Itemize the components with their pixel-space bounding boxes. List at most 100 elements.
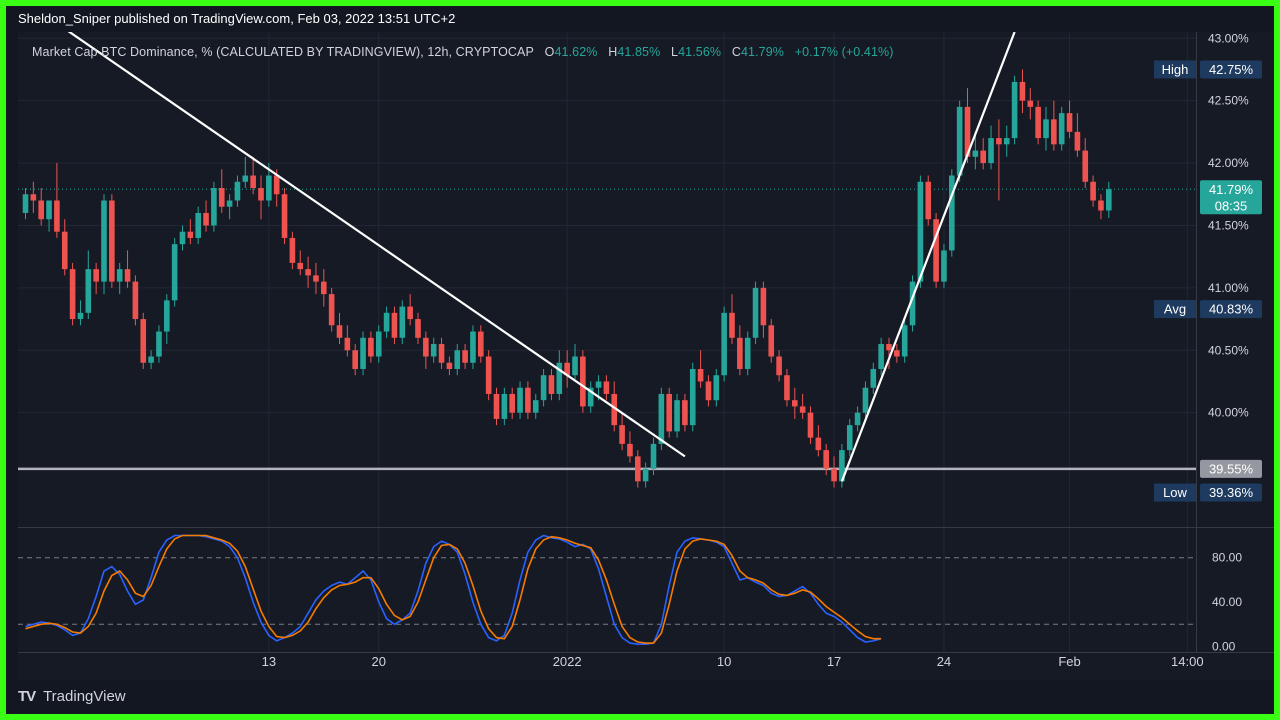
candle-body [22, 194, 29, 213]
candle-body [430, 344, 437, 357]
avg-label-value: 40.83% [1209, 302, 1254, 317]
candle [305, 256, 311, 288]
candle-body [1066, 113, 1073, 132]
candle-body [635, 456, 641, 482]
publisher-line: Sheldon_Sniper published on TradingView.… [18, 11, 456, 26]
candle-body [642, 468, 649, 482]
candle-body [901, 325, 908, 357]
candle-body [697, 368, 704, 382]
low-label-name-bg [1154, 483, 1196, 502]
candle-body [124, 269, 131, 282]
price-tick-label: 40.50% [1208, 343, 1249, 357]
brand-name: TradingView [43, 688, 126, 705]
candle [446, 356, 453, 376]
stoch-d-line [25, 534, 882, 644]
time-tick-label: Feb [1058, 654, 1080, 669]
candle [587, 381, 594, 413]
candle-body [69, 269, 76, 320]
high-label-value-bg [1200, 60, 1262, 79]
last-price-label-value: 41.79% [1209, 182, 1254, 197]
candle-body [46, 200, 52, 220]
candle-body [61, 231, 68, 270]
candle-body [776, 356, 782, 376]
candle-body [470, 331, 476, 363]
candle [941, 244, 947, 288]
candle [1011, 75, 1018, 145]
candle-body [218, 188, 225, 207]
candle [909, 275, 916, 332]
candle-body [917, 181, 924, 282]
candle [281, 188, 288, 245]
candle-body [211, 188, 217, 226]
candle-body [179, 231, 186, 245]
candle-body [493, 393, 500, 419]
time-tick-label: 10 [717, 654, 731, 669]
low-label: Low 39.36% [1154, 483, 1262, 502]
candle [101, 194, 107, 295]
candle [548, 368, 555, 401]
candle [737, 325, 743, 376]
footer-brand[interactable]: TV TradingView [18, 682, 126, 712]
candle [556, 350, 563, 401]
candle-body [807, 412, 814, 438]
candle-body [313, 275, 319, 282]
candle [807, 406, 814, 444]
candle-body [862, 387, 869, 413]
candle-body [375, 331, 382, 357]
candle-body [540, 375, 547, 401]
candle [603, 375, 610, 401]
candle [619, 412, 625, 451]
candle [313, 262, 319, 295]
candle-body [1074, 131, 1081, 151]
candle-body [242, 175, 249, 182]
candle-body [360, 337, 366, 369]
candle [564, 350, 570, 388]
candle [972, 131, 979, 170]
candle [980, 138, 986, 170]
stoch-k-line [25, 534, 882, 646]
candle [956, 100, 963, 182]
candle-body [580, 356, 586, 407]
candle [61, 219, 68, 276]
candle [799, 393, 806, 419]
candle-body [93, 269, 99, 282]
candle [964, 88, 971, 164]
candle [399, 300, 406, 345]
candle [1106, 181, 1112, 218]
candle-body [148, 356, 154, 363]
candle [30, 181, 37, 213]
candle-body [336, 325, 343, 338]
candle [171, 237, 178, 307]
legend-open-label: O [544, 45, 555, 59]
price-chart-svg[interactable]: 43.00% 42.50% 42.00% 41.50% 41.00% 40.50% 40.0… [18, 32, 1274, 680]
candle-body [572, 356, 578, 376]
candle [933, 212, 939, 288]
candle-body [101, 200, 107, 282]
avg-label-name-bg [1154, 300, 1196, 319]
candle-body [1043, 119, 1049, 139]
candle [1035, 100, 1041, 145]
candle [242, 156, 249, 189]
candle [666, 387, 672, 438]
candle [485, 350, 492, 401]
candle-body [195, 212, 201, 238]
candle [870, 362, 877, 394]
osc-tick-label: 40.00 [1212, 595, 1242, 609]
candle [454, 344, 461, 376]
legend-close-label: C [731, 45, 741, 59]
candle [815, 425, 822, 457]
candle [360, 331, 366, 376]
candle [1066, 100, 1073, 139]
candle-body [85, 269, 92, 313]
candle-body [815, 437, 822, 451]
candle-body [713, 375, 720, 401]
candle-body [438, 344, 445, 363]
candle-body [658, 393, 665, 444]
avg-label: Avg 40.83% [1154, 300, 1262, 319]
chart-area[interactable]: 43.00% 42.50% 42.00% 41.50% 41.00% 40.50% 40.0… [18, 32, 1274, 680]
candle [878, 337, 884, 376]
candle [901, 319, 908, 363]
candle [211, 181, 217, 232]
candle [438, 337, 445, 369]
candle-body [509, 393, 515, 413]
